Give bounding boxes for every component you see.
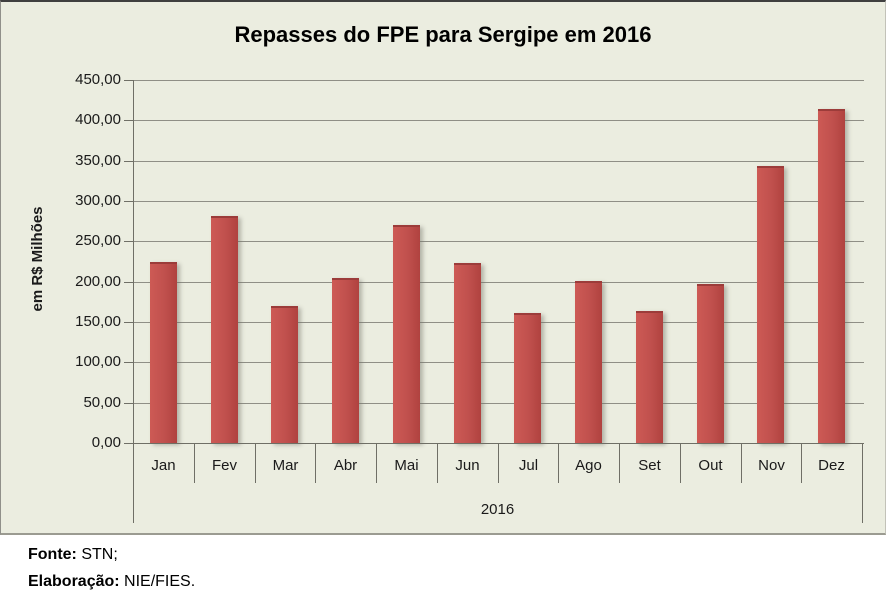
- bar-out: [697, 284, 724, 443]
- y-tick-label: 200,00: [75, 273, 121, 290]
- category-separator: [194, 443, 195, 483]
- y-tick-label: 0,00: [91, 434, 121, 451]
- y-tick-label: 300,00: [75, 192, 121, 209]
- bar-jul: [514, 313, 541, 443]
- category-separator: [741, 443, 742, 483]
- gridline: [133, 403, 864, 404]
- elaboration-line: Elaboração: NIE/FIES.: [28, 568, 195, 595]
- x-label-abr: Abr: [333, 457, 358, 474]
- bar-dez: [818, 109, 845, 443]
- source-note: Fonte: STN; Elaboração: NIE/FIES.: [28, 541, 195, 595]
- x-label-jun: Jun: [455, 457, 480, 474]
- x-label-ago: Ago: [575, 457, 602, 474]
- bar-set: [636, 311, 663, 443]
- source-label: Fonte:: [28, 546, 77, 563]
- gridline: [133, 201, 864, 202]
- y-tick-mark: [124, 443, 133, 444]
- y-tick-label: 150,00: [75, 313, 121, 330]
- x-label-jan: Jan: [151, 457, 176, 474]
- bar-abr: [332, 278, 359, 443]
- y-axis-line: [133, 80, 134, 523]
- y-tick-label: 450,00: [75, 71, 121, 88]
- plot-area: 450,00 400,00 350,00 300,00 250,00 200,00 150,…: [1, 2, 885, 533]
- gridline: [133, 322, 864, 323]
- bar-jun: [454, 263, 481, 443]
- x-label-mai: Mai: [394, 457, 419, 474]
- gridline: [133, 282, 864, 283]
- y-tick-mark: [124, 322, 133, 323]
- x-label-set: Set: [638, 457, 661, 474]
- gridline: [133, 120, 864, 121]
- y-tick-label: 350,00: [75, 152, 121, 169]
- category-separator: [801, 443, 802, 483]
- y-tick-label: 250,00: [75, 232, 121, 249]
- y-tick-mark: [124, 403, 133, 404]
- source-line: Fonte: STN;: [28, 541, 195, 568]
- y-tick-label: 50,00: [83, 394, 121, 411]
- chart-title: Repasses do FPE para Sergipe em 2016: [234, 22, 652, 47]
- x-label-jul: Jul: [518, 457, 539, 474]
- category-separator: [498, 443, 499, 483]
- bar-mar: [271, 306, 298, 443]
- elaboration-value: NIE/FIES.: [119, 573, 196, 590]
- bar-ago: [575, 281, 602, 443]
- bar-nov: [757, 166, 784, 443]
- category-separator: [255, 443, 256, 483]
- x-label-out: Out: [698, 457, 723, 474]
- source-value: STN;: [76, 546, 118, 563]
- y-tick-mark: [124, 120, 133, 121]
- gridline: [133, 161, 864, 162]
- gridline: [133, 241, 864, 242]
- gridline: [133, 362, 864, 363]
- y-tick-mark: [124, 161, 133, 162]
- category-separator: [619, 443, 620, 483]
- x-label-nov: Nov: [758, 457, 785, 474]
- category-separator: [558, 443, 559, 483]
- y-tick-label: 400,00: [75, 111, 121, 128]
- bar-jan: [150, 262, 177, 443]
- category-separator: [376, 443, 377, 483]
- y-tick-mark: [124, 282, 133, 283]
- category-frame-right-line: [862, 443, 863, 523]
- category-separator: [315, 443, 316, 483]
- gridline: [133, 80, 864, 81]
- y-tick-mark: [124, 201, 133, 202]
- y-tick-label: 100,00: [75, 353, 121, 370]
- chart-box: Repasses do FPE para Sergipe em 2016 em …: [0, 0, 886, 535]
- category-separator: [437, 443, 438, 483]
- y-tick-mark: [124, 80, 133, 81]
- x-label-mar: Mar: [272, 457, 299, 474]
- x-label-fev: Fev: [211, 457, 237, 474]
- y-tick-mark: [124, 362, 133, 363]
- y-tick-mark: [124, 241, 133, 242]
- x-axis-group-label: 2016: [480, 501, 515, 518]
- category-separator: [680, 443, 681, 483]
- elaboration-label: Elaboração:: [28, 573, 120, 590]
- bar-fev: [211, 216, 238, 443]
- bar-mai: [393, 225, 420, 443]
- x-label-dez: Dez: [818, 457, 845, 474]
